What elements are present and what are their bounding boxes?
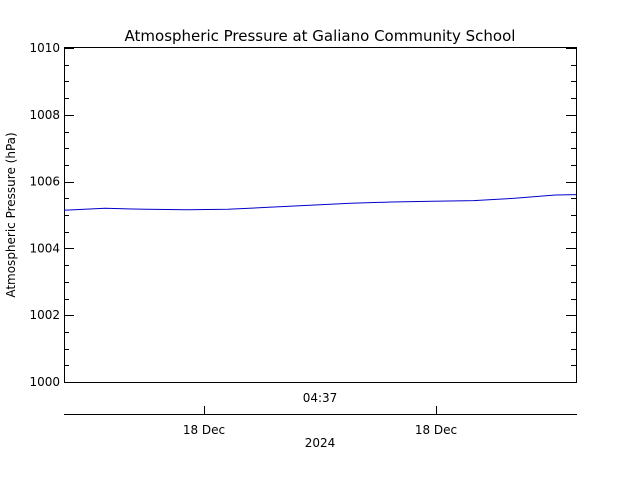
y-axis-ticks — [64, 48, 576, 383]
date-tick-label-1: 18 Dec — [183, 423, 225, 437]
plot-frame — [64, 47, 577, 383]
y-axis-label: Atmospheric Pressure (hPa) — [4, 132, 18, 297]
year-label: 2024 — [305, 436, 336, 450]
y-tick-label: 1010 — [29, 41, 60, 55]
time-label: 04:37 — [303, 391, 338, 405]
y-tick-label: 1002 — [29, 308, 60, 322]
chart-title: Atmospheric Pressure at Galiano Communit… — [125, 27, 516, 45]
y-tick-label: 1008 — [29, 108, 60, 122]
y-axis-tick-labels: 1000 1002 1004 1006 1008 1010 — [29, 41, 60, 389]
y-tick-label: 1000 — [29, 375, 60, 389]
date-tick-label-2: 18 Dec — [415, 423, 457, 437]
y-tick-label: 1004 — [29, 241, 60, 255]
pressure-series-line — [63, 194, 577, 211]
y-tick-label: 1006 — [29, 175, 60, 189]
